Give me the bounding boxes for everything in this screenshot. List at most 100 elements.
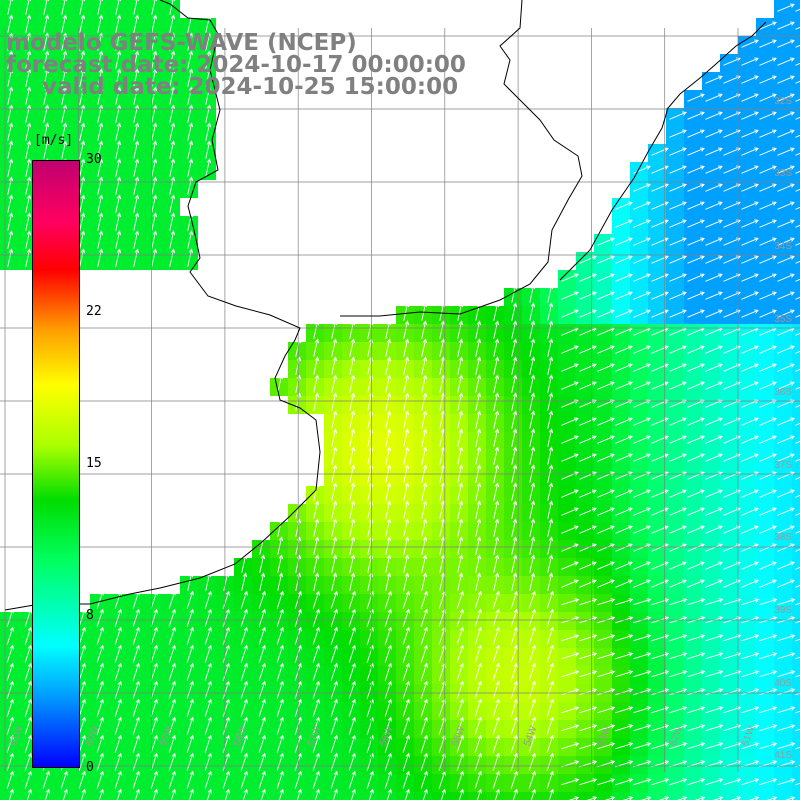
wind-arrow (633, 507, 651, 516)
wind-arrow (741, 255, 759, 264)
wind-arrow (741, 75, 759, 84)
wind-arrow (132, 680, 140, 699)
wind-arrow (24, 608, 32, 627)
wind-arrow (348, 608, 356, 627)
wind-arrow (705, 634, 724, 642)
wind-arrow (6, 770, 14, 789)
wind-arrow (723, 57, 741, 66)
wind-arrow (529, 518, 536, 537)
wind-arrow (777, 3, 795, 12)
wind-arrow (687, 579, 705, 588)
wind-arrow (723, 183, 741, 192)
wind-arrow (474, 680, 482, 699)
wind-arrow (615, 435, 633, 444)
wind-arrow (687, 453, 705, 462)
wind-arrow (421, 572, 428, 591)
wind-speed-cell (486, 792, 504, 800)
wind-arrow (474, 626, 482, 645)
wind-arrow (651, 255, 669, 264)
wind-arrow (633, 291, 651, 300)
wind-speed-cell (792, 558, 800, 576)
wind-speed-cell (702, 792, 720, 800)
wind-arrow (133, 230, 140, 249)
wind-arrow (385, 392, 392, 411)
wind-arrow (546, 608, 554, 627)
wind-arrow (384, 716, 392, 735)
wind-arrow (511, 446, 518, 465)
wind-arrow (547, 374, 554, 393)
wind-arrow (759, 219, 777, 228)
wind-arrow (759, 309, 777, 318)
wind-arrow (669, 417, 687, 426)
wind-arrow (312, 608, 320, 627)
wind-arrow (312, 680, 320, 699)
wind-arrow (456, 644, 464, 663)
wind-speed-cell (792, 612, 800, 630)
wind-arrow (741, 543, 759, 552)
wind-arrow (61, 104, 68, 123)
wind-arrow (687, 345, 705, 354)
wind-arrow (795, 62, 800, 66)
wind-arrow (741, 670, 760, 678)
wind-arrow (331, 356, 338, 375)
wind-arrow (439, 500, 446, 519)
wind-arrow (420, 770, 428, 789)
wind-arrow (331, 536, 338, 555)
wind-arrow (561, 742, 580, 750)
wind-arrow (79, 230, 86, 249)
wind-arrow (759, 706, 778, 714)
wind-arrow (741, 183, 759, 192)
wind-arrow (114, 752, 122, 771)
wind-arrow (403, 320, 410, 339)
wind-arrow (651, 453, 669, 462)
wind-arrow (206, 788, 212, 800)
wind-arrow (188, 788, 194, 800)
wind-arrow (687, 724, 706, 732)
wind-arrow (168, 680, 176, 699)
wind-arrow (615, 598, 634, 606)
wind-arrow (529, 374, 536, 393)
wind-arrow (759, 93, 777, 102)
wind-arrow (597, 237, 615, 246)
wind-arrow (169, 50, 176, 69)
wind-arrow (633, 742, 652, 750)
wind-arrow (597, 363, 615, 372)
wind-arrow (723, 507, 741, 516)
wind-arrow (547, 392, 554, 411)
wind-arrow (579, 417, 597, 426)
wind-arrow (493, 392, 500, 411)
wind-arrow (705, 129, 723, 138)
wind-arrow (96, 644, 104, 663)
wind-arrow (457, 518, 464, 537)
wind-arrow (741, 111, 759, 120)
wind-arrow (6, 608, 14, 627)
wind-arrow (312, 734, 320, 753)
wind-arrow (384, 608, 392, 627)
wind-arrow (633, 453, 651, 462)
wind-arrow (475, 428, 482, 447)
wind-arrow (633, 724, 652, 732)
wind-arrow (579, 363, 597, 372)
wind-speed-cell (792, 756, 800, 774)
wind-arrow (402, 626, 410, 645)
wind-speed-cell (558, 792, 576, 800)
wind-arrow (795, 728, 800, 732)
wind-arrow (476, 788, 482, 800)
wind-arrow (759, 255, 777, 264)
wind-arrow (528, 644, 536, 663)
wind-arrow (561, 273, 579, 282)
wind-arrow (723, 237, 741, 246)
wind-arrow (348, 590, 356, 609)
wind-arrow (579, 471, 597, 480)
wind-arrow (169, 194, 176, 213)
wind-arrow (669, 165, 687, 174)
wind-arrow (510, 626, 518, 645)
wind-arrow (421, 500, 428, 519)
wind-arrow (25, 104, 32, 123)
wind-arrow (633, 561, 651, 570)
wind-arrow (97, 104, 104, 123)
wind-arrow (546, 644, 554, 663)
wind-arrow (777, 165, 795, 174)
wind-arrow (669, 724, 688, 732)
wind-arrow (705, 525, 723, 534)
